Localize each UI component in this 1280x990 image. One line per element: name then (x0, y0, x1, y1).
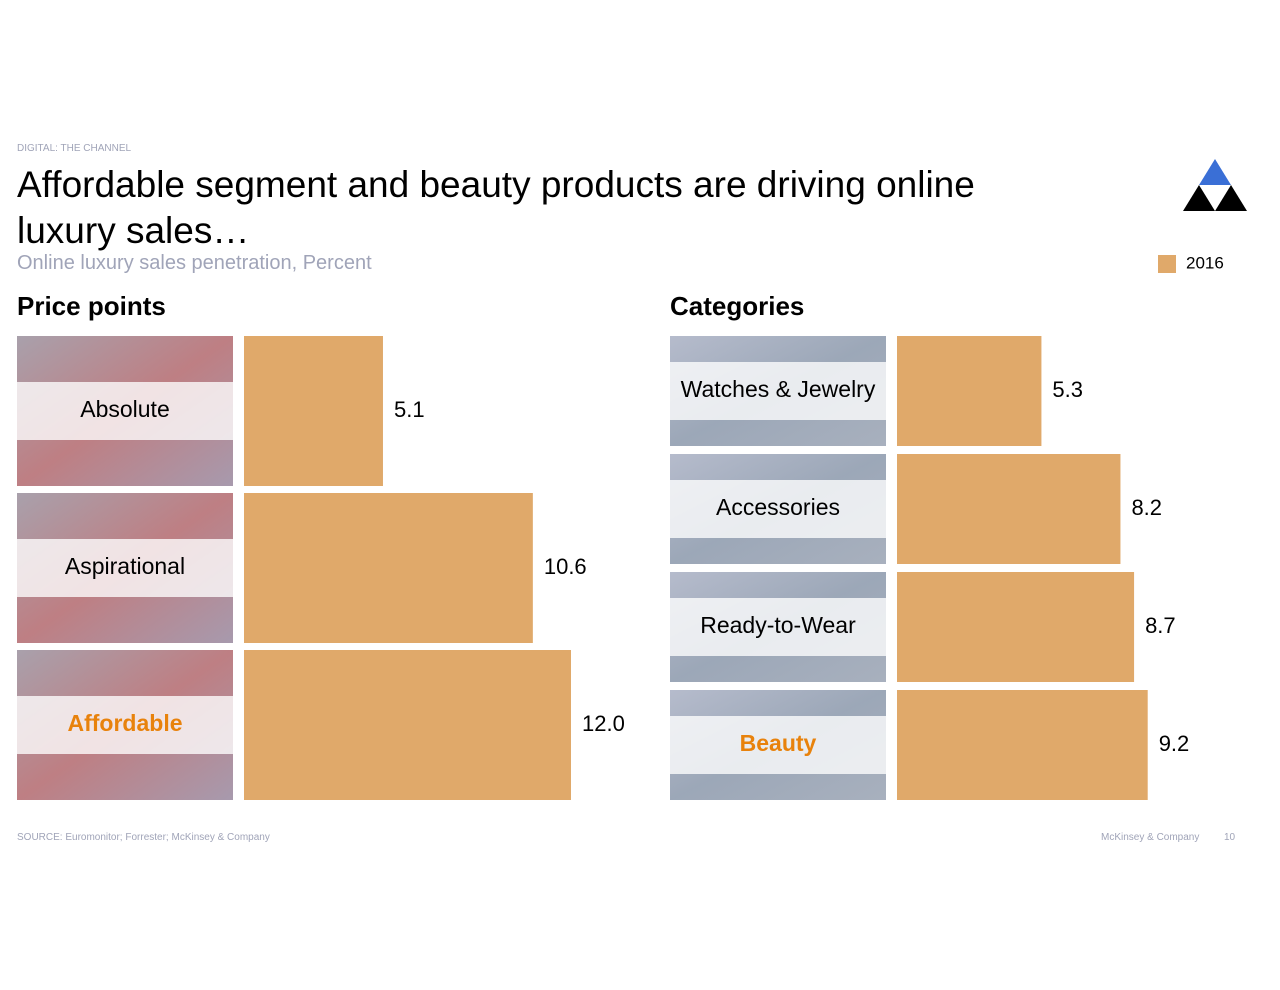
label-band (17, 382, 233, 440)
subtitle: Online luxury sales penetration, Percent (17, 252, 372, 274)
bar (897, 690, 1148, 800)
page-number: 10 (1224, 832, 1236, 843)
value-label: 8.2 (1131, 495, 1162, 520)
legend-swatch (1158, 255, 1176, 273)
category-label: Watches & Jewelry (681, 376, 876, 402)
bar (244, 650, 571, 800)
value-label: 9.2 (1159, 731, 1190, 756)
category-label: Accessories (716, 494, 840, 520)
label-band (670, 480, 886, 538)
logo (1183, 185, 1215, 211)
category-label: Absolute (80, 396, 170, 422)
section-title: Price points (17, 291, 166, 321)
value-label: 5.1 (394, 397, 425, 422)
bar (244, 336, 383, 486)
section-title: Categories (670, 291, 804, 321)
label-band (17, 539, 233, 597)
company: McKinsey & Company (1101, 832, 1200, 843)
source: SOURCE: Euromonitor; Forrester; McKinsey… (17, 832, 270, 843)
category-label: Affordable (68, 710, 183, 736)
label-band (670, 598, 886, 656)
category-label: Aspirational (65, 553, 185, 579)
tag: DIGITAL: THE CHANNEL (17, 143, 132, 154)
category-label: Ready-to-Wear (700, 612, 856, 638)
logo (1199, 159, 1231, 185)
value-label: 8.7 (1145, 613, 1176, 638)
title: Affordable segment and beauty products a… (17, 164, 975, 251)
category-label: Beauty (740, 730, 817, 756)
label-band (17, 696, 233, 754)
value-label: 10.6 (544, 554, 587, 579)
value-label: 5.3 (1052, 377, 1083, 402)
bar (897, 454, 1121, 564)
logo (1215, 185, 1247, 211)
label-band (670, 362, 886, 420)
bar (244, 493, 533, 643)
bar (897, 572, 1135, 682)
bar (897, 336, 1042, 446)
label-band (670, 716, 886, 774)
value-label: 12.0 (582, 711, 625, 736)
legend-label: 2016 (1186, 253, 1224, 272)
